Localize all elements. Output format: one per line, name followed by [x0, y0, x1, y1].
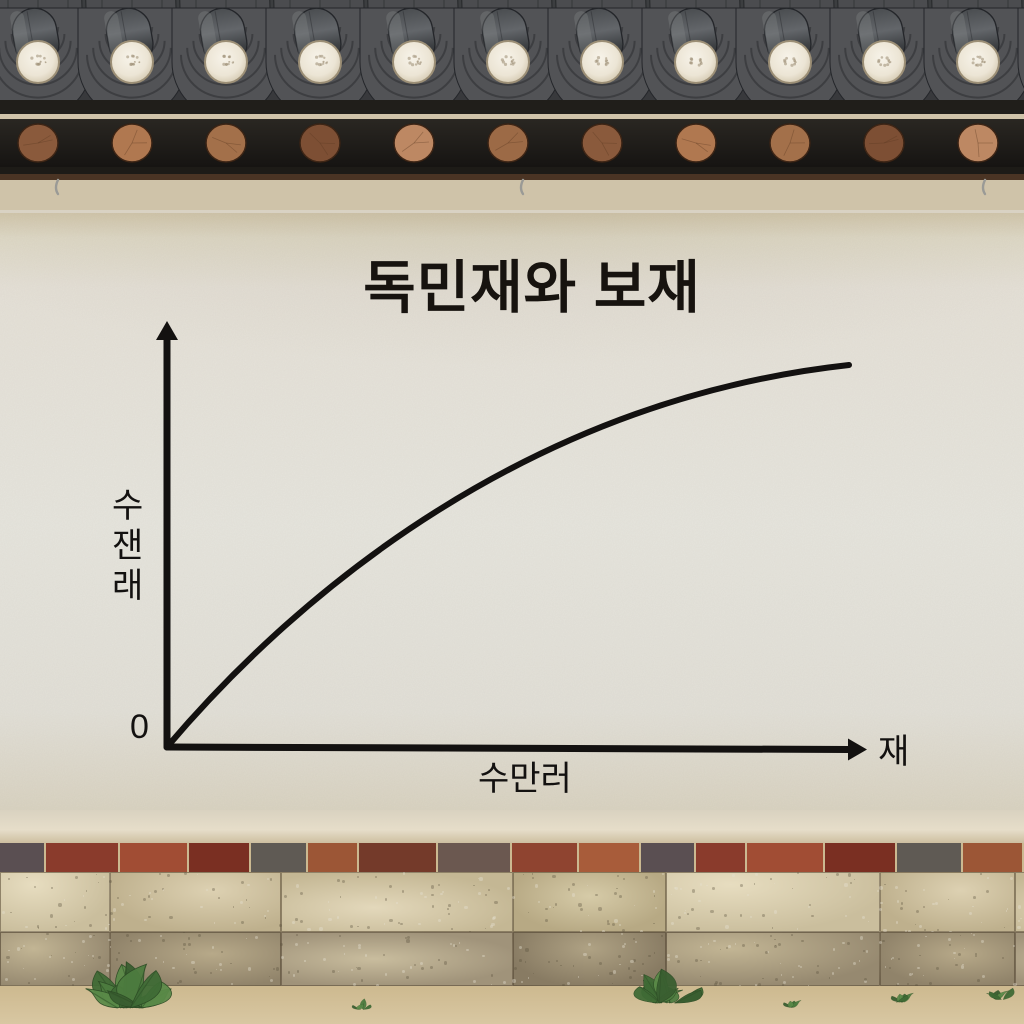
svg-text:잰: 잰: [112, 527, 143, 565]
svg-text:수: 수: [112, 487, 143, 525]
svg-text:재: 재: [878, 733, 909, 771]
svg-text:0: 0: [130, 708, 149, 746]
svg-text:수만러: 수만러: [478, 760, 572, 798]
svg-text:래: 래: [112, 567, 143, 605]
